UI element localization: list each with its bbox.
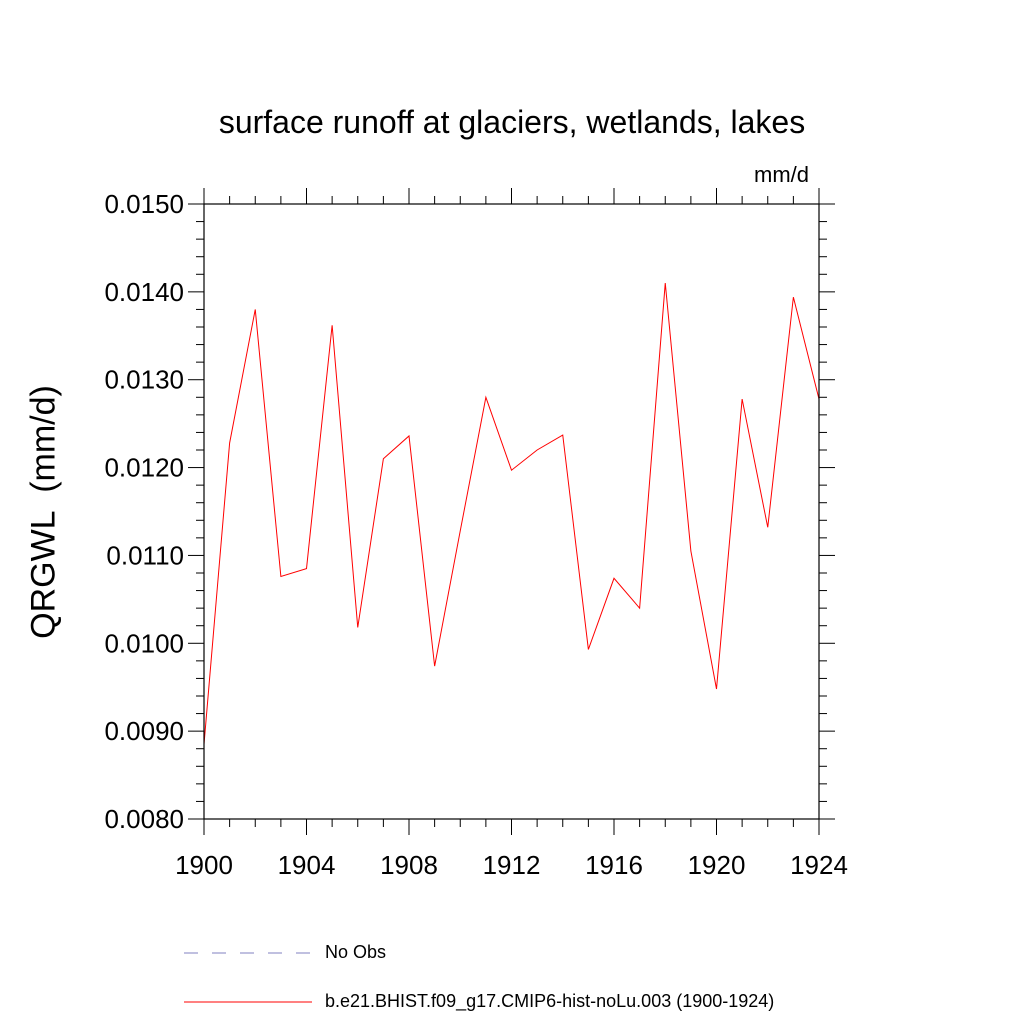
- series-layer: [203, 283, 820, 745]
- y-tick-label: 0.0100: [104, 628, 184, 658]
- y-tick-label: 0.0140: [104, 277, 184, 307]
- y-tick-label: 0.0110: [106, 540, 184, 570]
- series-line-1: [203, 283, 820, 745]
- x-tick-label: 1900: [175, 850, 233, 880]
- x-tick-label: 1908: [380, 850, 438, 880]
- y-tick-label: 0.0120: [104, 453, 184, 483]
- plot-frame: [203, 203, 820, 820]
- x-tick-label: 1904: [278, 850, 336, 880]
- y-tick-label: 0.0080: [104, 804, 184, 834]
- legend-label-no-obs: No Obs: [325, 942, 387, 962]
- y-tick-label: 0.0090: [104, 716, 184, 746]
- axis-ticks: [188, 188, 835, 835]
- y-axis-label: QRGWL (mm/d): [24, 385, 63, 639]
- legend: [184, 952, 312, 1003]
- y-tick-label: 0.0130: [104, 365, 184, 395]
- x-tick-label: 1916: [585, 850, 643, 880]
- tick-labels: 1900 1904 1908 1912 1916 1920 1924 0.0080 0.0090…: [104, 189, 847, 880]
- x-tick-label: 1912: [483, 850, 541, 880]
- x-tick-label: 1920: [688, 850, 746, 880]
- y-tick-label: 0.0150: [104, 189, 184, 219]
- legend-label-model: b.e21.BHIST.f09_g17.CMIP6-hist-noLu.003 …: [325, 991, 775, 1011]
- units-label: mm/d: [754, 162, 809, 187]
- x-tick-label: 1924: [790, 850, 848, 880]
- chart-title: surface runoff at glaciers, wetlands, la…: [218, 104, 806, 140]
